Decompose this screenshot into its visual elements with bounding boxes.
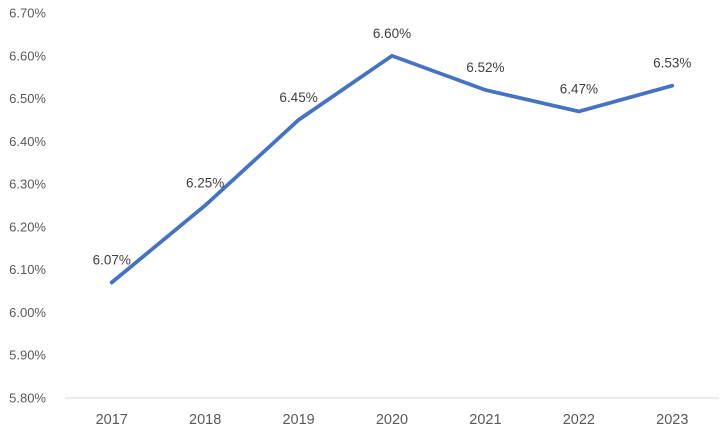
data-point-label: 6.53% xyxy=(653,56,691,71)
data-point-label: 6.52% xyxy=(466,60,504,75)
y-axis-tick-label: 5.90% xyxy=(9,348,46,363)
x-axis-tick-label: 2019 xyxy=(282,412,314,428)
x-axis-tick-label: 2021 xyxy=(469,412,501,428)
x-axis-tick-label: 2022 xyxy=(563,412,595,428)
x-axis-tick-label: 2017 xyxy=(96,412,128,428)
y-axis-tick-label: 6.20% xyxy=(9,219,46,234)
y-axis-tick-label: 6.50% xyxy=(9,91,46,106)
data-point-label: 6.60% xyxy=(373,26,411,41)
data-point-label: 6.25% xyxy=(186,176,224,191)
data-point-label: 6.45% xyxy=(279,90,317,105)
data-point-label: 6.47% xyxy=(560,81,598,96)
data-series-line xyxy=(109,53,675,285)
y-axis-tick-label: 5.80% xyxy=(9,391,46,406)
x-axis-tick-label: 2023 xyxy=(656,412,688,428)
y-axis-tick-label: 6.10% xyxy=(9,262,46,277)
y-axis-tick-label: 6.00% xyxy=(9,305,46,320)
x-axis-tick-label: 2018 xyxy=(189,412,221,428)
y-axis-tick-label: 6.60% xyxy=(9,48,46,63)
x-axis-tick-label: 2020 xyxy=(376,412,408,428)
data-point-label: 6.07% xyxy=(93,253,131,268)
y-axis-tick-label: 6.40% xyxy=(9,134,46,149)
y-axis-tick-label: 6.30% xyxy=(9,177,46,192)
y-axis-tick-label: 6.70% xyxy=(9,6,46,21)
